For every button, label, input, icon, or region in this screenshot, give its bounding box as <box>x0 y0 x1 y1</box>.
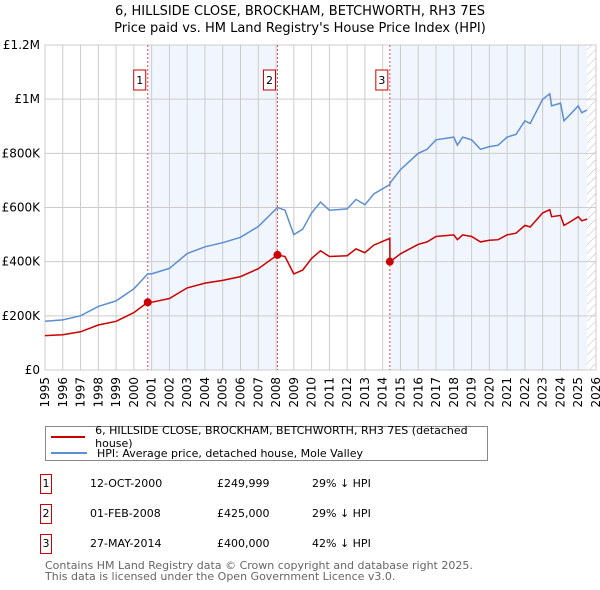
x-tick-label: 2000 <box>127 377 141 408</box>
sale-label-box: 2 <box>262 69 276 91</box>
sale-label-number: 1 <box>136 74 143 87</box>
x-tick-label: 2013 <box>358 377 372 408</box>
x-tick-label: 2004 <box>198 377 212 408</box>
x-tick-label: 2006 <box>234 377 248 408</box>
legend-swatch-red <box>51 436 86 438</box>
sale-price: £400,000 <box>217 537 270 550</box>
x-tick-label: 1995 <box>38 377 52 408</box>
sale-point <box>143 298 152 307</box>
sale-number-box: 1 <box>40 474 52 494</box>
y-tick-label: £400K <box>2 255 42 269</box>
x-tick-label: 1996 <box>56 377 70 408</box>
x-tick-label: 1997 <box>74 377 88 408</box>
sale-date: 12-OCT-2000 <box>90 477 163 490</box>
legend-item-hpi: HPI: Average price, detached house, Mole… <box>51 446 363 460</box>
sale-number-box: 2 <box>40 504 52 524</box>
property-price-line <box>44 208 588 337</box>
x-tick-label: 1998 <box>91 377 105 408</box>
sale-label-frame <box>133 69 147 91</box>
sale-point <box>273 250 282 259</box>
x-tick-label: 2019 <box>465 377 479 408</box>
x-tick-label: 2024 <box>553 377 567 408</box>
footer-licence: This data is licensed under the Open Gov… <box>45 570 396 583</box>
x-tick-label: 2026 <box>589 377 600 408</box>
y-tick-label: £1M <box>14 92 40 106</box>
y-tick-label: £0 <box>25 363 40 377</box>
x-tick-label: 2021 <box>500 377 514 408</box>
x-tick-label: 2015 <box>393 377 407 408</box>
hpi-line <box>44 92 588 323</box>
legend-swatch-blue <box>51 452 87 454</box>
legend-label: 6, HILLSIDE CLOSE, BROCKHAM, BETCHWORTH,… <box>95 424 468 450</box>
x-tick-label: 2003 <box>180 377 194 408</box>
x-tick-label: 2018 <box>447 377 461 408</box>
sale-label-box: 1 <box>133 69 147 91</box>
x-tick-label: 2007 <box>251 377 265 408</box>
x-tick-label: 2009 <box>287 377 301 408</box>
x-tick-label: 2008 <box>269 377 283 408</box>
sale-price: £249,999 <box>217 477 270 490</box>
legend-label: HPI: Average price, detached house, Mole… <box>97 446 363 460</box>
x-tick-label: 2020 <box>482 377 496 408</box>
x-tick-label: 2012 <box>340 377 354 408</box>
x-tick-label: 2010 <box>305 377 319 408</box>
y-tick-label: £200K <box>2 309 42 323</box>
sale-hpi-diff: 42% ↓ HPI <box>312 537 371 550</box>
sale-date: 01-FEB-2008 <box>90 507 161 520</box>
sale-hpi-diff: 29% ↓ HPI <box>312 507 371 520</box>
sale-price: £425,000 <box>217 507 270 520</box>
x-tick-label: 2001 <box>145 377 159 408</box>
sale-label-number: 2 <box>266 74 273 87</box>
x-tick-label: 2025 <box>571 377 585 408</box>
x-tick-label: 2022 <box>518 377 532 408</box>
plot-frame <box>44 44 597 371</box>
x-tick-label: 2023 <box>536 377 550 408</box>
x-tick-label: 2005 <box>216 377 230 408</box>
y-tick-label: £600K <box>2 201 42 215</box>
y-tick-label: £1.2M <box>3 38 40 52</box>
sale-number-box: 3 <box>40 534 52 554</box>
x-tick-label: 2011 <box>322 377 336 408</box>
sale-label-box: 3 <box>375 69 389 91</box>
x-tick-label: 1999 <box>109 377 123 408</box>
x-tick-label: 2014 <box>376 377 390 408</box>
sale-point <box>385 257 394 266</box>
sale-label-frame <box>375 69 389 91</box>
sale-label-number: 3 <box>378 74 385 87</box>
footer-copyright: Contains HM Land Registry data © Crown c… <box>45 559 473 572</box>
legend-item-property: 6, HILLSIDE CLOSE, BROCKHAM, BETCHWORTH,… <box>51 424 487 450</box>
x-tick-label: 2017 <box>429 377 443 408</box>
legend: 6, HILLSIDE CLOSE, BROCKHAM, BETCHWORTH,… <box>45 424 488 461</box>
chart-title: 6, HILLSIDE CLOSE, BROCKHAM, BETCHWORTH,… <box>114 4 486 19</box>
x-tick-label: 2002 <box>162 377 176 408</box>
sale-date: 27-MAY-2014 <box>90 537 162 550</box>
x-tick-label: 2016 <box>411 377 425 408</box>
sale-hpi-diff: 29% ↓ HPI <box>312 477 371 490</box>
price-chart: 1995 1996 1997 1998 1999 2000 2001 2002 2003 2004… <box>2 38 600 408</box>
chart-subtitle: Price paid vs. HM Land Registry's House … <box>114 21 486 36</box>
y-tick-label: £800K <box>2 146 42 160</box>
sale-label-frame <box>262 69 276 91</box>
